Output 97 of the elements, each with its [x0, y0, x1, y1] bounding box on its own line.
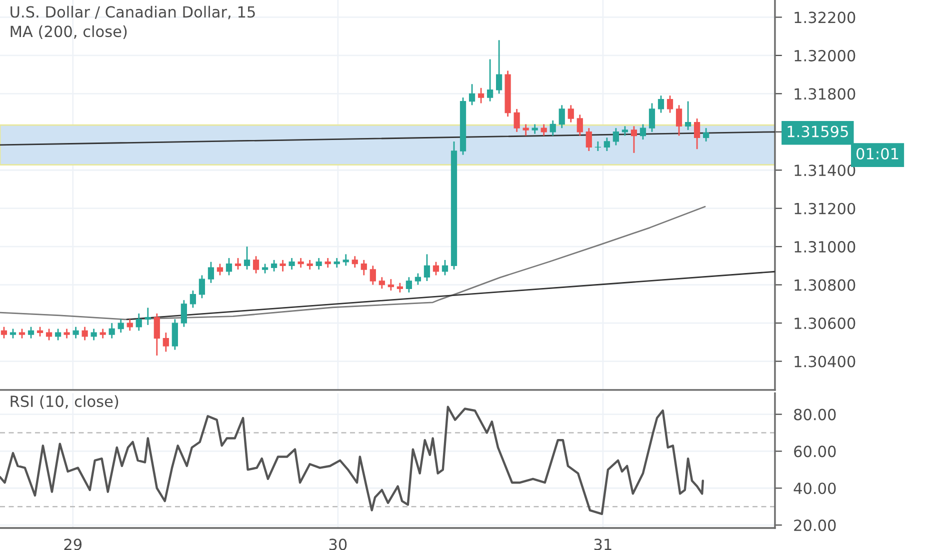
- candlestick: [46, 328, 52, 341]
- candlestick: [576, 114, 583, 136]
- candlestick: [550, 120, 556, 136]
- y-tick-label: 20.00: [794, 520, 836, 532]
- candlestick: [532, 124, 538, 134]
- text: MA (200, close): [10, 25, 127, 39]
- candlestick: [496, 39, 502, 94]
- candlestick: [10, 328, 16, 340]
- y-tick-label: 1.31200: [794, 202, 856, 214]
- y-tick-label: 1.30400: [794, 356, 856, 368]
- candlestick: [270, 259, 278, 272]
- candlestick: [334, 257, 340, 268]
- candlestick: [630, 125, 638, 154]
- candlestick: [388, 278, 394, 292]
- line-series: [0, 206, 706, 320]
- y-tick-label: 1.30600: [794, 318, 856, 330]
- candlestick: [342, 254, 349, 266]
- candlestick: [180, 299, 187, 328]
- candlestick: [622, 125, 628, 136]
- candlestick: [468, 83, 476, 106]
- candlestick: [90, 328, 97, 341]
- candlestick: [82, 326, 88, 341]
- candlestick: [316, 257, 322, 270]
- candlestick: [252, 255, 260, 274]
- text: 1.31595: [788, 126, 848, 138]
- candlestick: [694, 118, 700, 150]
- candlestick: [136, 312, 142, 332]
- chart-title: RSI (10, close): [10, 395, 118, 409]
- candlestick: [540, 124, 547, 136]
- y-tick-label: 1.30800: [794, 279, 856, 291]
- candlestick: [216, 263, 224, 276]
- candlestick: [378, 276, 385, 290]
- candlestick: [72, 326, 79, 340]
- candlestick: [352, 255, 358, 268]
- candlestick: [226, 257, 232, 276]
- candlestick: [486, 58, 494, 102]
- candlestick: [172, 318, 178, 351]
- y-tick-label: 60.00: [794, 446, 836, 458]
- candlestick: [18, 328, 26, 340]
- candlestick: [154, 312, 160, 356]
- candlestick: [54, 328, 62, 341]
- candlestick: [100, 328, 106, 340]
- candlestick: [118, 318, 124, 334]
- candlestick: [190, 290, 196, 308]
- candlestick: [666, 94, 674, 114]
- candlestick: [198, 274, 206, 299]
- candlestick: [306, 259, 313, 270]
- x-tick-label: 30: [329, 538, 347, 550]
- candlestick: [640, 124, 646, 140]
- candlestick: [244, 246, 250, 270]
- y-tick-label: 1.31000: [794, 241, 856, 253]
- candlestick: [522, 124, 529, 136]
- candlestick: [612, 127, 619, 146]
- candlestick: [360, 259, 367, 276]
- candlestick: [658, 94, 664, 114]
- candlestick: [676, 104, 682, 136]
- candlestick: [280, 259, 286, 272]
- text: 01:01: [856, 148, 898, 160]
- candlestick: [396, 282, 403, 294]
- candlestick: [414, 272, 422, 286]
- y-tick-label: 1.32000: [794, 50, 856, 62]
- candlestick: [684, 100, 692, 131]
- candlestick: [0, 326, 8, 340]
- candlestick: [144, 307, 151, 326]
- candlestick: [604, 136, 610, 152]
- candlestick: [568, 104, 574, 124]
- candlestick: [234, 257, 242, 270]
- candlestick: [406, 276, 412, 294]
- y-tick-label: 1.32200: [794, 12, 856, 24]
- candlestick: [36, 326, 44, 338]
- y-tick-label: 1.31400: [794, 164, 856, 176]
- candlestick: [424, 254, 430, 282]
- candlestick: [108, 322, 115, 340]
- candlestick: [648, 102, 656, 133]
- chart-title: U.S. Dollar / Canadian Dollar, 15: [10, 6, 255, 20]
- x-tick-label: 31: [594, 538, 612, 550]
- x-tick-label: 29: [64, 538, 82, 550]
- candlestick: [262, 263, 268, 274]
- candlestick: [586, 127, 592, 152]
- y-tick-label: 40.00: [794, 482, 836, 494]
- candlestick: [432, 261, 440, 276]
- candlestick: [558, 104, 565, 129]
- candlestick: [442, 259, 448, 276]
- candlestick: [298, 257, 304, 268]
- candlestick: [288, 257, 295, 270]
- candlestick: [64, 328, 70, 340]
- candlestick: [28, 326, 34, 340]
- y-tick-label: 80.00: [794, 408, 836, 420]
- y-tick-label: 1.31800: [794, 88, 856, 100]
- candlestick: [162, 332, 169, 352]
- candlestick: [478, 87, 484, 104]
- candlestick: [208, 261, 214, 284]
- candlestick: [126, 318, 133, 332]
- candlestick: [370, 265, 376, 286]
- candlestick: [702, 127, 710, 142]
- candlestick: [514, 108, 520, 133]
- candlestick: [324, 257, 331, 268]
